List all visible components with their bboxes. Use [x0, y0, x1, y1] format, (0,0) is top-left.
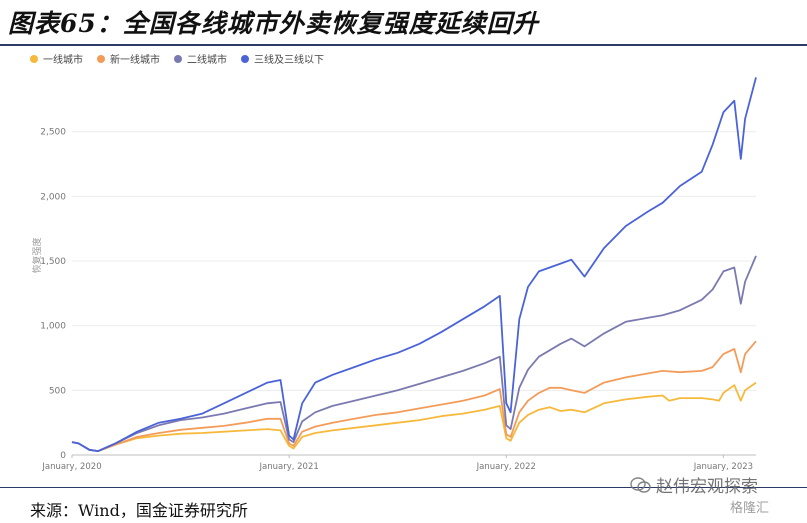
y-tick-label: 2,000 — [40, 192, 66, 202]
series-line-0 — [71, 381, 757, 452]
watermark: 赵伟宏观探索 — [630, 472, 758, 497]
legend-label-tier2: 二线城市 — [187, 55, 227, 66]
legend-label-tier1: 一线城市 — [43, 55, 83, 66]
title-divider — [0, 44, 807, 46]
legend-label-tier3: 三线及三线以下 — [254, 55, 324, 66]
legend-label-newtier1: 新一线城市 — [110, 55, 160, 66]
legend-item-tier3: 三线及三线以下 — [241, 51, 324, 66]
series-line-3 — [71, 77, 757, 452]
x-tick-label: January, 2023 — [693, 462, 753, 472]
x-tick-label: January, 2021 — [259, 462, 319, 472]
x-tick-label: January, 2022 — [476, 462, 536, 472]
wechat-icon — [630, 476, 651, 493]
watermark-secondary: 格隆汇 — [730, 501, 770, 516]
legend-marker-newtier1 — [97, 54, 105, 63]
x-tick-label: January, 2020 — [41, 462, 101, 472]
y-tick-label: 0 — [60, 451, 66, 461]
y-tick-label: 500 — [49, 386, 66, 396]
y-tick-label: 1,500 — [40, 257, 66, 267]
y-tick-label: 1,000 — [40, 322, 66, 332]
y-axis-label: 恢复强度 — [31, 237, 43, 273]
legend-marker-tier2 — [174, 54, 182, 63]
chart-legend: 一线城市 新一线城市 二线城市 三线及三线以下 — [30, 51, 324, 66]
series-line-1 — [71, 340, 757, 452]
figure-title: 图表65：全国各线城市外卖恢复强度延续回升 — [8, 9, 539, 38]
legend-item-tier1: 一线城市 — [30, 51, 83, 66]
series-line-2 — [71, 255, 757, 452]
source-divider — [0, 487, 807, 488]
legend-marker-tier3 — [241, 54, 249, 63]
legend-item-tier2: 二线城市 — [174, 51, 227, 66]
legend-item-newtier1: 新一线城市 — [97, 51, 160, 66]
watermark-text: 赵伟宏观探索 — [656, 477, 758, 497]
legend-marker-tier1 — [30, 54, 38, 63]
y-tick-label: 2,500 — [40, 128, 66, 138]
source-note: 来源：Wind，国金证券研究所 — [30, 501, 248, 520]
